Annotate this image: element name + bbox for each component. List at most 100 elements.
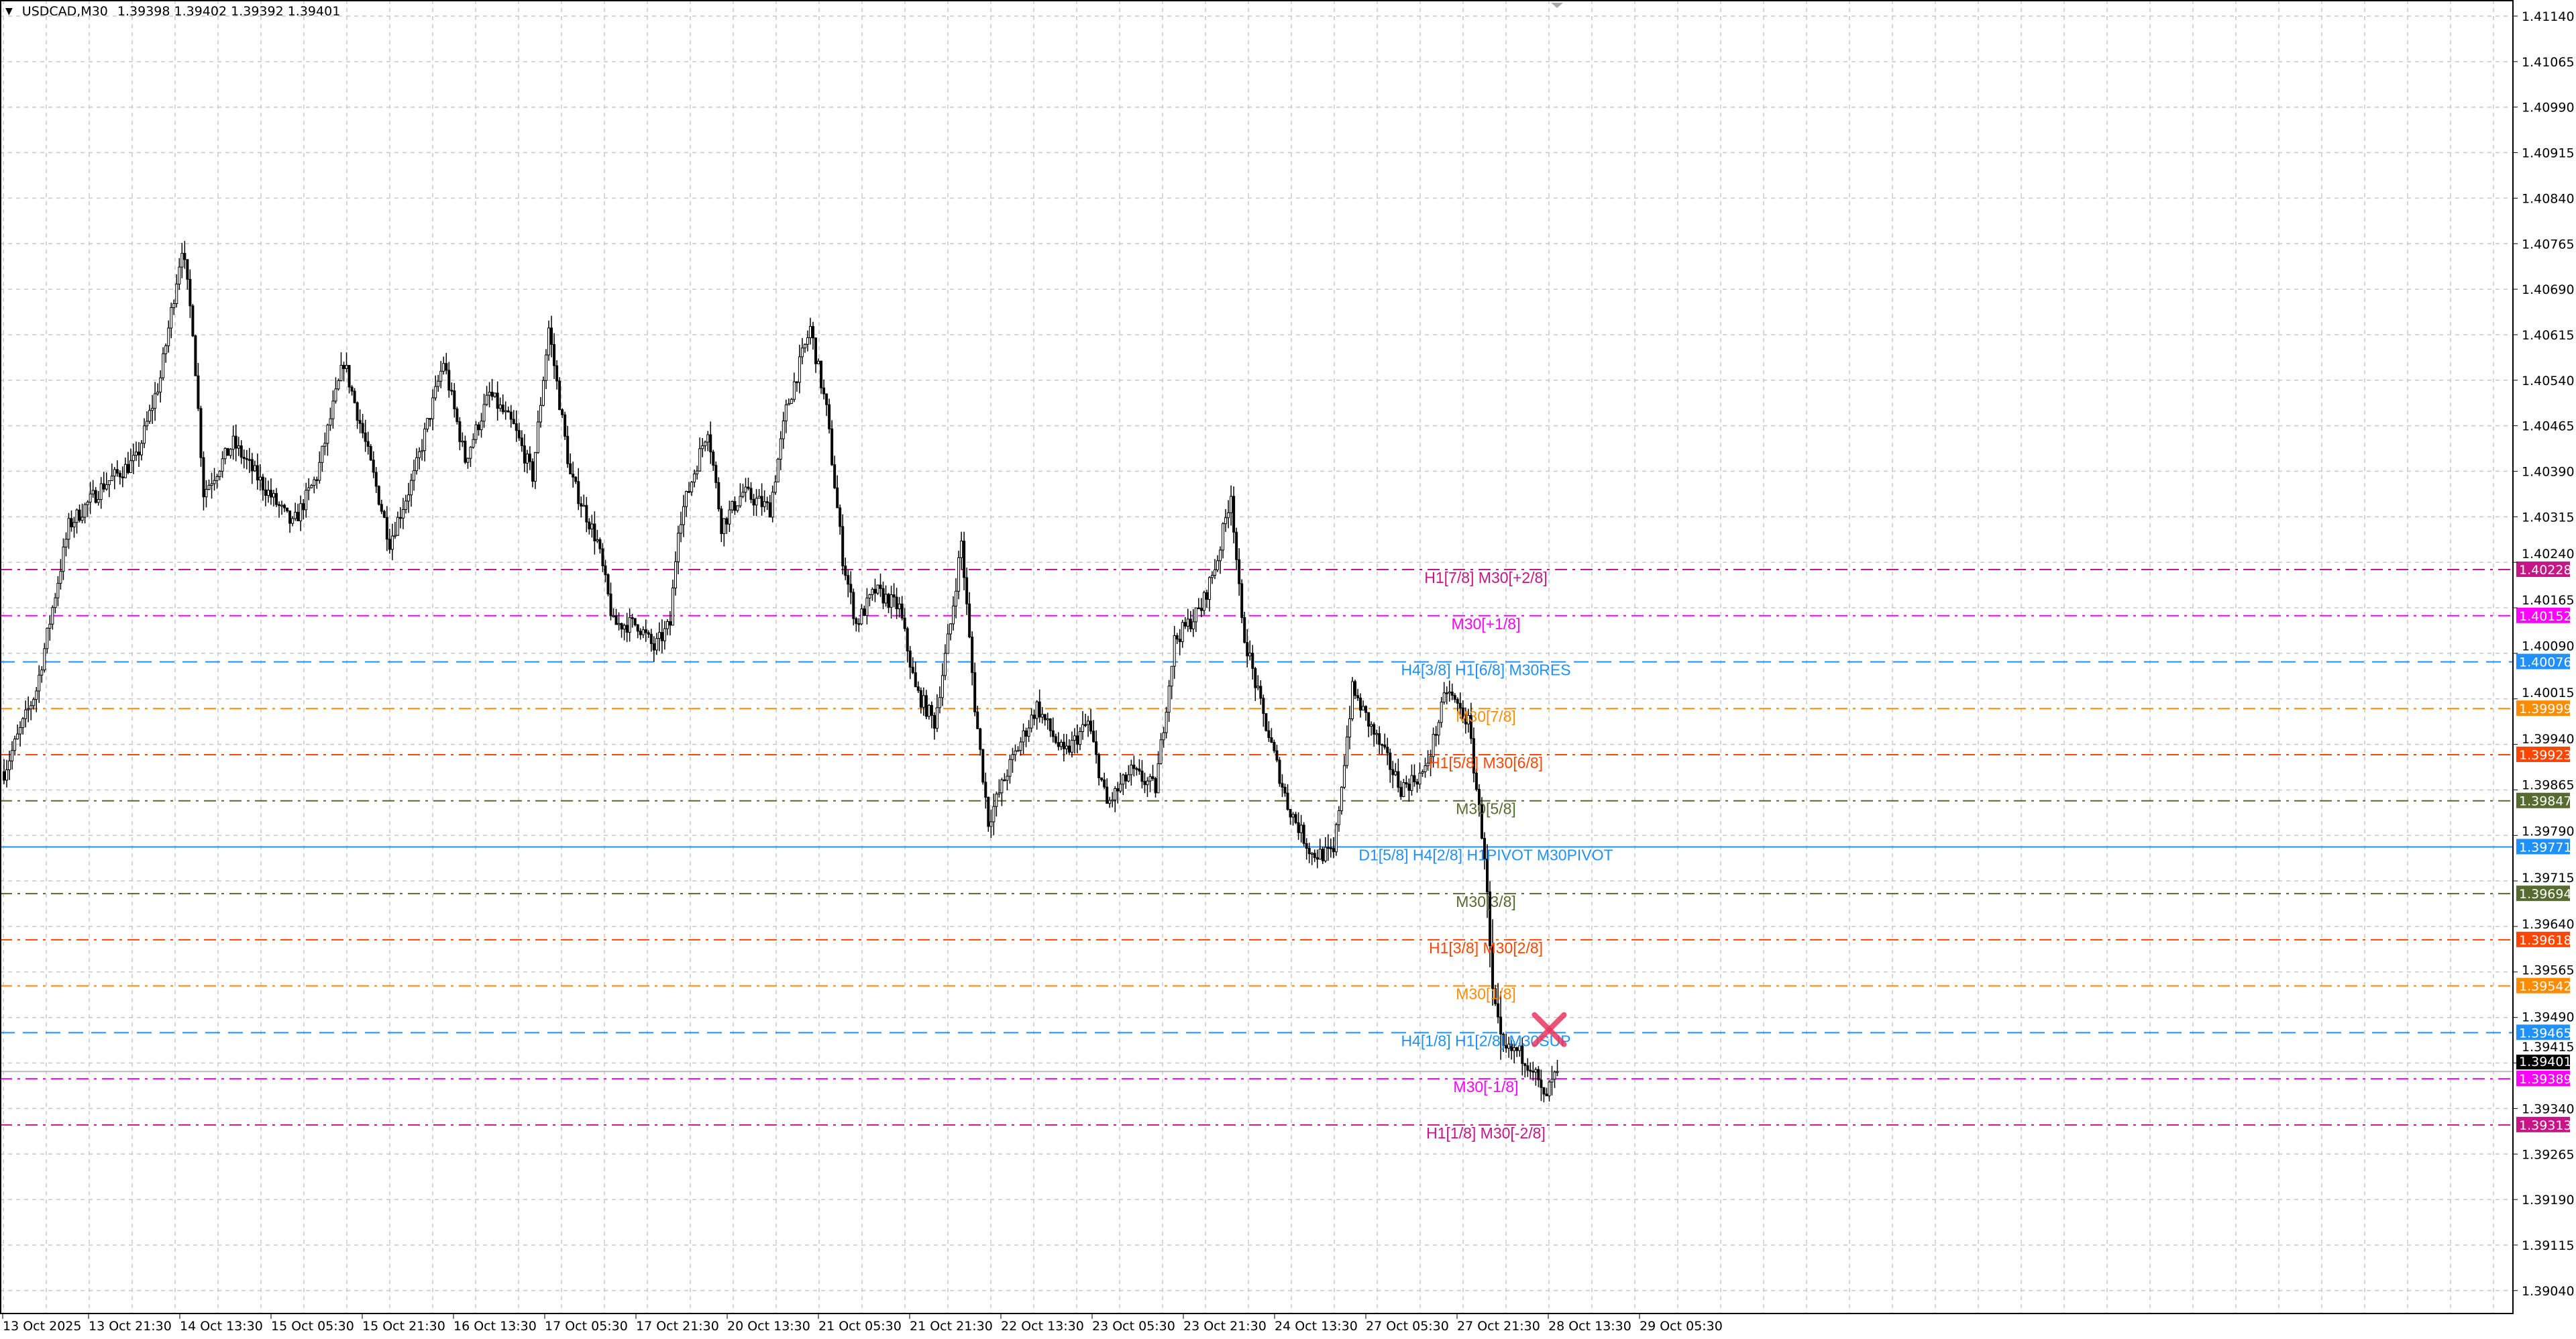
candle-body [453, 390, 456, 409]
candle [617, 612, 621, 631]
candle [374, 467, 378, 493]
candles [3, 241, 1559, 1103]
candle-body [1224, 517, 1228, 525]
candle [278, 501, 281, 518]
candle-body [639, 631, 642, 635]
candle-body [798, 356, 801, 383]
candle [398, 506, 402, 529]
time-tick-label: 15 Oct 05:30 [271, 1319, 354, 1334]
candle-body [272, 493, 275, 498]
candle-body [1059, 741, 1063, 747]
candle [709, 421, 712, 464]
candle [833, 456, 837, 489]
candle [1281, 774, 1284, 798]
time-tick-label: 24 Oct 13:30 [1275, 1319, 1358, 1334]
candle-body [115, 469, 119, 474]
candle-body [839, 507, 842, 527]
candle-body [30, 705, 33, 710]
candle [1513, 1041, 1516, 1064]
candle [1138, 759, 1141, 775]
candle [129, 448, 132, 474]
candle-body [1407, 784, 1411, 791]
candle [1367, 712, 1371, 738]
candle [258, 464, 262, 491]
candle [385, 506, 388, 551]
candle-body [404, 500, 407, 511]
candle [331, 390, 335, 429]
candle [1402, 778, 1405, 798]
candle-body [536, 421, 539, 453]
candle [506, 407, 510, 413]
candle-body [696, 470, 699, 474]
candle [693, 469, 696, 488]
candle-body [437, 380, 440, 387]
price-axis[interactable]: 1.40228 1.40152 1.40076 1.39999 1.39923 1.398… [2512, 9, 2575, 1299]
candle [1030, 708, 1033, 733]
candle [596, 529, 599, 543]
candle [1491, 919, 1495, 1006]
candle [94, 486, 97, 504]
candle [892, 583, 896, 607]
candle-body [38, 674, 41, 692]
candle-body [1124, 774, 1128, 782]
candle [51, 605, 54, 630]
candle-body [649, 633, 653, 644]
candle [550, 315, 553, 358]
candle [38, 665, 41, 703]
candle [628, 608, 631, 642]
candle [1497, 983, 1500, 1024]
candle-body [407, 494, 410, 502]
candle-body [458, 421, 462, 442]
candle-body [1389, 752, 1392, 770]
time-axis[interactable]: 13 Oct 2025 13 Oct 21:30 14 Oct 13:30 15 Oc… [2, 1313, 1723, 1334]
triangle-down-icon[interactable]: ▼ [5, 6, 13, 17]
candle [1251, 645, 1254, 680]
candle [89, 482, 92, 515]
candle [763, 490, 766, 513]
candle [115, 460, 119, 477]
candle-body [1391, 769, 1395, 775]
candle-body [1474, 772, 1478, 790]
candle [771, 485, 774, 523]
candle-body [480, 421, 483, 431]
candle [253, 460, 256, 472]
candle [1067, 739, 1071, 755]
candle-body [110, 476, 113, 481]
candle-body [704, 441, 707, 447]
candle-body [40, 670, 44, 676]
candle [712, 449, 715, 472]
candle-body [1305, 843, 1308, 849]
price-tick-label: 1.39865 [2522, 778, 2575, 793]
candle [210, 472, 213, 499]
candle-body [1170, 665, 1173, 687]
candle [825, 393, 828, 417]
candle-body [1445, 692, 1448, 694]
candle-body [102, 483, 105, 490]
candle-body [1065, 745, 1068, 749]
candle [1383, 733, 1387, 750]
candle-body [175, 283, 178, 304]
candle [528, 446, 531, 470]
candle [1205, 590, 1208, 608]
candle-body [895, 596, 898, 610]
candle-body [1270, 737, 1273, 743]
candle-body [261, 476, 264, 490]
candle [464, 435, 467, 464]
candle [21, 716, 25, 735]
candle-body [1386, 747, 1389, 753]
candle-body [280, 504, 284, 507]
candle [812, 321, 814, 350]
candle [472, 433, 475, 449]
candle-body [1329, 847, 1332, 849]
candle-body [865, 597, 869, 616]
candle-body [515, 423, 518, 431]
candle-body [1321, 849, 1324, 861]
candle [1267, 721, 1271, 742]
candle-body [1030, 714, 1033, 729]
candle [469, 445, 472, 468]
candle-body [258, 476, 262, 481]
candle-body [75, 509, 78, 523]
candle-body [1291, 814, 1295, 818]
